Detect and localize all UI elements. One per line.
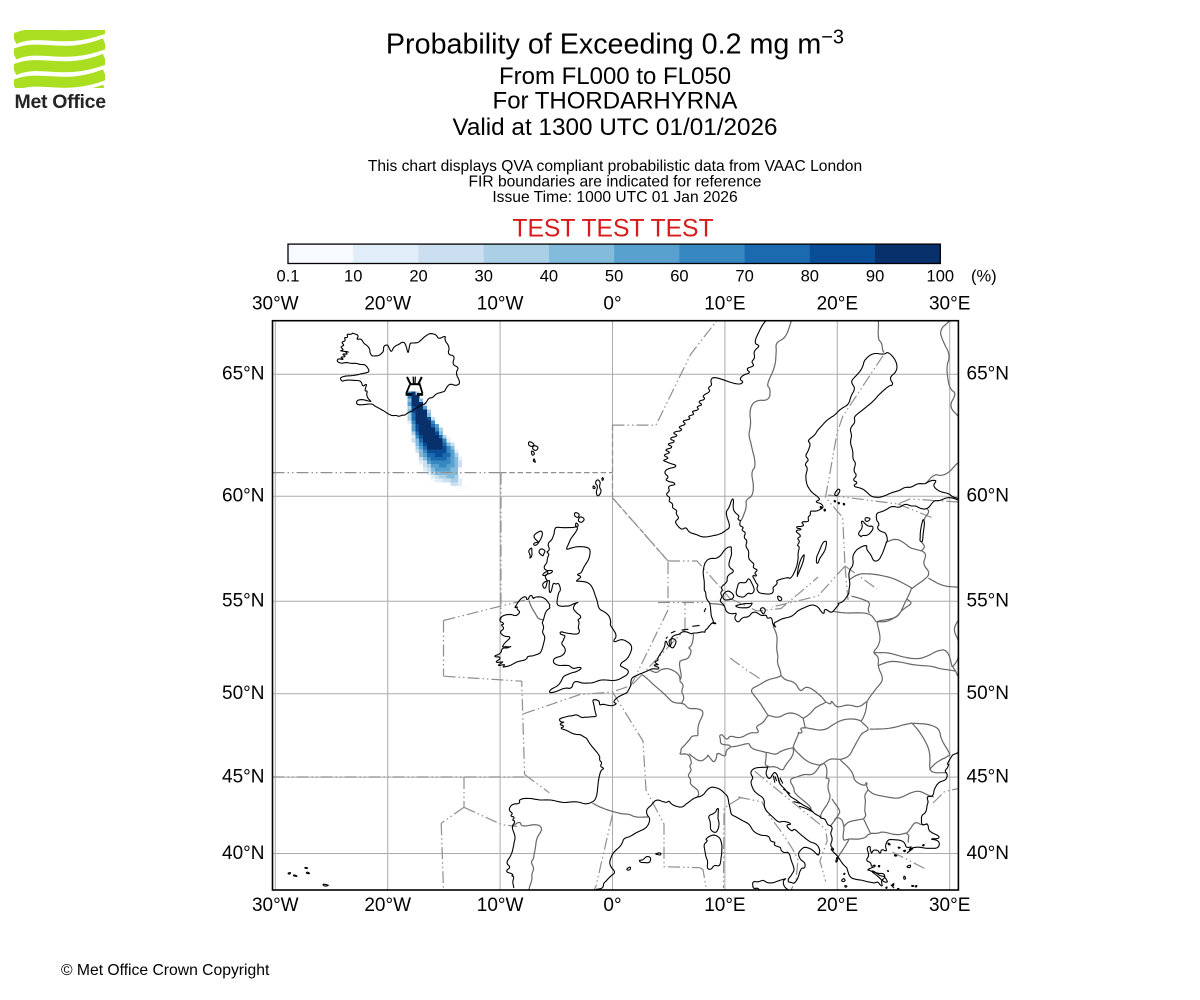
- svg-text:20: 20: [409, 268, 427, 286]
- svg-text:45°N: 45°N: [222, 766, 264, 787]
- svg-text:80: 80: [801, 268, 819, 286]
- svg-text:60°N: 60°N: [222, 486, 264, 507]
- svg-text:50: 50: [605, 268, 623, 286]
- svg-text:10°E: 10°E: [704, 895, 745, 916]
- svg-text:90: 90: [866, 268, 884, 286]
- svg-text:Valid at 1300 UTC 01/01/2026: Valid at 1300 UTC 01/01/2026: [452, 114, 777, 141]
- svg-text:0.1: 0.1: [277, 268, 300, 286]
- svg-text:45°N: 45°N: [967, 766, 1009, 787]
- svg-text:40°N: 40°N: [222, 843, 264, 864]
- svg-text:© Met Office Crown Copyright: © Met Office Crown Copyright: [61, 962, 270, 979]
- svg-text:100: 100: [927, 268, 955, 286]
- svg-text:50°N: 50°N: [222, 683, 264, 704]
- svg-text:30°W: 30°W: [252, 895, 299, 916]
- svg-text:50°N: 50°N: [967, 683, 1009, 704]
- svg-text:20°W: 20°W: [364, 294, 411, 315]
- svg-text:10°E: 10°E: [704, 294, 745, 315]
- svg-text:0°: 0°: [603, 895, 621, 916]
- svg-text:65°N: 65°N: [222, 364, 264, 385]
- svg-text:20°E: 20°E: [817, 294, 858, 315]
- svg-text:30°E: 30°E: [929, 294, 970, 315]
- svg-text:Issue Time: 1000 UTC 01 Jan 20: Issue Time: 1000 UTC 01 Jan 2026: [492, 189, 737, 206]
- svg-text:40°N: 40°N: [967, 843, 1009, 864]
- svg-text:30°W: 30°W: [252, 294, 299, 315]
- svg-text:TEST TEST TEST: TEST TEST TEST: [512, 215, 713, 242]
- svg-text:60: 60: [670, 268, 688, 286]
- svg-text:From FL000 to FL050: From FL000 to FL050: [499, 63, 731, 90]
- svg-text:60°N: 60°N: [967, 486, 1009, 507]
- svg-text:55°N: 55°N: [222, 591, 264, 612]
- svg-text:70: 70: [735, 268, 753, 286]
- svg-text:(%): (%): [971, 268, 997, 286]
- svg-text:This chart displays QVA compli: This chart displays QVA compliant probab…: [368, 158, 862, 175]
- svg-text:55°N: 55°N: [967, 591, 1009, 612]
- svg-text:Probability of Exceeding 0.2 m: Probability of Exceeding 0.2 mg m−3: [386, 26, 844, 60]
- svg-text:10: 10: [344, 268, 362, 286]
- svg-text:FIR boundaries are indicated f: FIR boundaries are indicated for referen…: [469, 174, 762, 191]
- svg-text:40: 40: [540, 268, 558, 286]
- svg-text:10°W: 10°W: [477, 895, 524, 916]
- svg-text:0°: 0°: [603, 294, 621, 315]
- svg-text:10°W: 10°W: [477, 294, 524, 315]
- svg-text:20°W: 20°W: [364, 895, 411, 916]
- svg-text:Met Office: Met Office: [15, 91, 107, 113]
- svg-text:30: 30: [475, 268, 493, 286]
- svg-text:20°E: 20°E: [817, 895, 858, 916]
- svg-text:65°N: 65°N: [967, 364, 1009, 385]
- svg-text:For THORDARHYRNA: For THORDARHYRNA: [493, 88, 738, 115]
- svg-text:30°E: 30°E: [929, 895, 970, 916]
